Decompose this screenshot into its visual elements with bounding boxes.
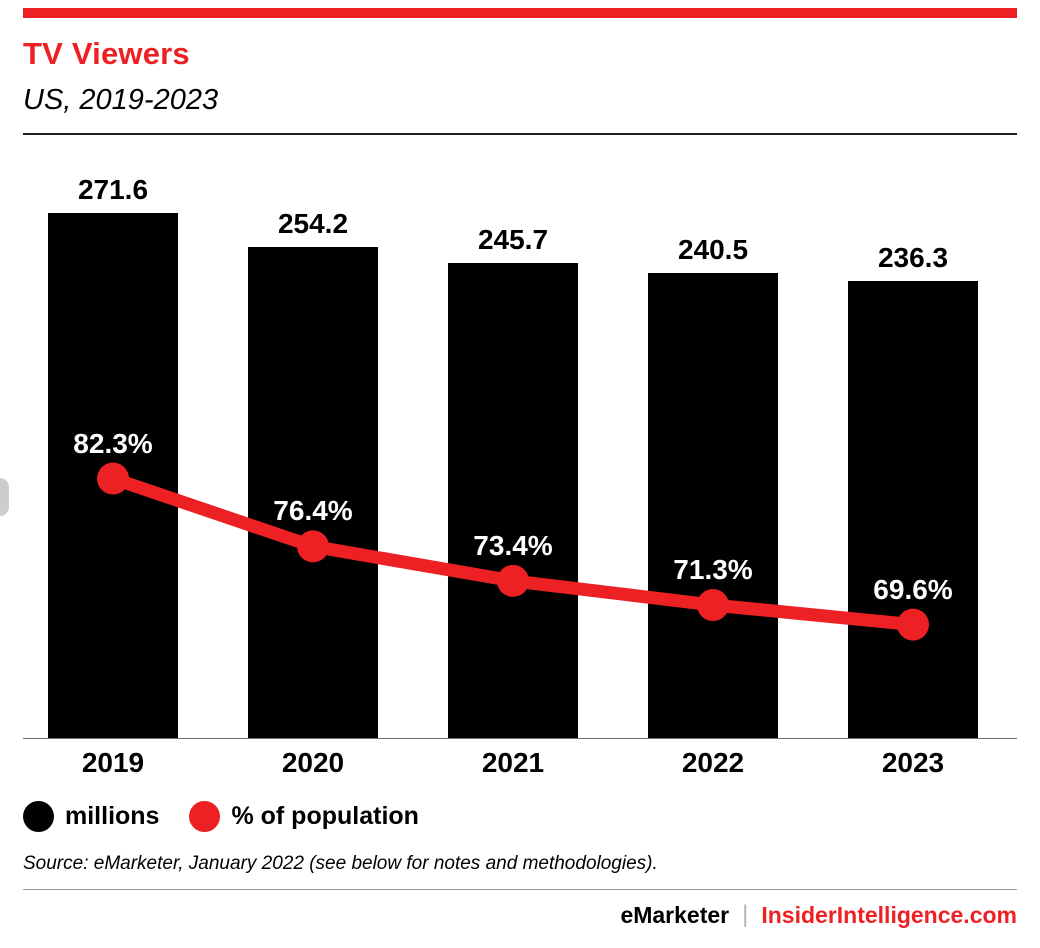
- edge-artifact: [0, 478, 9, 516]
- bar-value-label: 236.3: [877, 242, 949, 274]
- chart-title: TV Viewers: [23, 36, 190, 71]
- pct-label: 69.6%: [873, 573, 953, 605]
- x-axis-label: 2023: [881, 747, 945, 778]
- legend-label: % of population: [231, 802, 419, 830]
- top-accent-bar: [23, 8, 1017, 18]
- bar: [448, 263, 578, 738]
- bar-value-label: 254.2: [277, 207, 349, 239]
- bar: [848, 281, 978, 738]
- pct-label: 73.4%: [473, 529, 553, 561]
- footer-brand: eMarketer | InsiderIntelligence.com: [620, 901, 1017, 929]
- x-axis-label: 2019: [81, 747, 145, 778]
- legend-swatch: [23, 801, 54, 832]
- pct-label: 71.3%: [673, 554, 753, 586]
- legend-item: millions: [23, 801, 159, 832]
- bar: [248, 246, 378, 738]
- x-axis-line: [23, 738, 1017, 739]
- source-note: Source: eMarketer, January 2022 (see bel…: [23, 853, 658, 874]
- legend-item: % of population: [189, 801, 419, 832]
- legend-label: millions: [65, 802, 160, 830]
- bar: [648, 273, 778, 738]
- bar-value-label: 271.6: [77, 174, 149, 205]
- x-axis-label: 2022: [681, 747, 745, 778]
- bar: [48, 213, 178, 738]
- footer-divider: [23, 889, 1017, 890]
- brand-insiderintelligence: InsiderIntelligence.com: [761, 901, 1017, 928]
- pct-label: 76.4%: [273, 495, 353, 527]
- chart-legend: millions % of population: [23, 801, 419, 832]
- header-divider: [23, 133, 1017, 135]
- legend-swatch: [189, 801, 221, 832]
- x-axis-label: 2020: [281, 747, 345, 778]
- x-axis-label: 2021: [481, 747, 545, 778]
- chart-subtitle: US, 2019-2023: [23, 84, 219, 116]
- pct-label: 82.3%: [73, 427, 153, 459]
- chart-area: 271.6 2019 254.2 2020 245.7 2021 240.5 2022 236.…: [0, 150, 1040, 778]
- brand-separator: |: [742, 901, 749, 928]
- bar-value-label: 245.7: [477, 224, 549, 256]
- bar-value-label: 240.5: [677, 234, 749, 266]
- brand-emarketer: eMarketer: [620, 901, 730, 928]
